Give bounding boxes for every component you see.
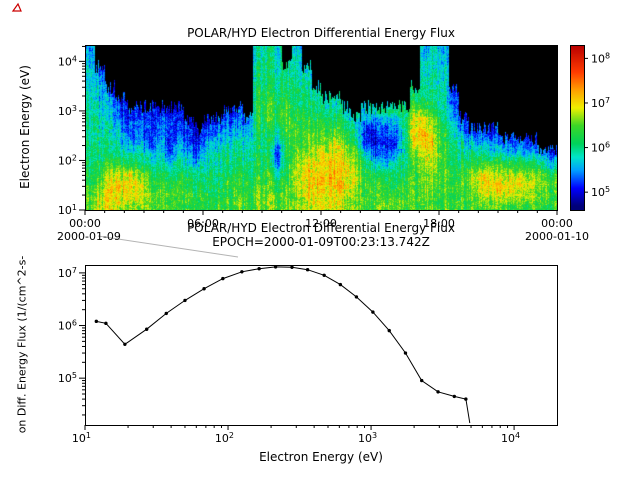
data-point: [464, 397, 468, 401]
data-point: [403, 351, 408, 355]
bottom-chart-title: POLAR/HYD Electron Differential Energy F…: [187, 221, 455, 235]
time-tick-label: 00:00: [541, 217, 573, 230]
top-plot-frame: [85, 45, 558, 211]
data-point: [123, 342, 127, 346]
data-point: [94, 319, 99, 324]
bottom-plot-frame: [85, 265, 558, 426]
time-tick-label: 12:00: [305, 217, 337, 230]
data-point: [420, 378, 424, 383]
data-point: [354, 295, 359, 299]
time-tick-label: 18:00: [423, 217, 455, 230]
colorbar-tick-label: 106: [591, 141, 610, 155]
colorbar-tick-label: 105: [591, 185, 610, 199]
data-point: [452, 394, 457, 399]
data-point: [290, 265, 294, 269]
top-chart-ylabel: Electron Energy (eV): [17, 65, 32, 189]
data-point: [144, 327, 149, 331]
spectrogram-heatmap: [85, 45, 557, 210]
y-tick-label: 102: [58, 153, 77, 167]
data-point: [273, 265, 278, 269]
data-point: [164, 311, 168, 316]
colorbar: [570, 45, 584, 210]
flux-line: [96, 266, 471, 424]
bottom-chart-xlabel: Electron Energy (eV): [259, 450, 383, 464]
data-point: [221, 276, 225, 281]
x-tick-label: 103: [358, 431, 377, 445]
y-tick-label: 104: [58, 54, 77, 68]
red-marker-icon: [11, 2, 22, 12]
data-point: [436, 390, 440, 394]
bottom-chart-subtitle: EPOCH=2000-01-09T00:23:13.742Z: [212, 235, 430, 249]
data-point: [387, 328, 391, 333]
y-tick-label: 103: [58, 104, 77, 118]
y-tick-label: 106: [58, 319, 77, 333]
data-point: [104, 321, 108, 326]
x-tick-label: 102: [215, 431, 234, 445]
y-tick-label: 107: [58, 266, 77, 280]
x-tick-label: 101: [72, 431, 91, 445]
x-axis-date-right: 2000-01-10: [525, 230, 589, 243]
x-tick-label: 104: [501, 431, 520, 445]
data-point: [240, 270, 244, 274]
colorbar-frame: [570, 45, 585, 211]
data-point: [202, 287, 206, 291]
data-point: [183, 298, 187, 303]
time-tick-label: 06:00: [187, 217, 219, 230]
bottom-chart-ylabel: on Diff. Energy Flux (1/(cm^2-s-: [15, 255, 29, 434]
colorbar-tick-label: 107: [591, 96, 610, 110]
x-axis-date-left: 2000-01-09: [57, 230, 121, 243]
y-tick-label: 105: [58, 371, 77, 385]
time-tick-label: 00:00: [69, 217, 101, 230]
top-chart-title: POLAR/HYD Electron Differential Energy F…: [187, 26, 455, 40]
data-point: [305, 268, 310, 272]
epoch-connector-line: [97, 235, 239, 258]
data-point: [322, 273, 326, 278]
colorbar-tick-label: 108: [591, 51, 610, 65]
flux-line-group: [94, 265, 471, 424]
y-tick-label: 101: [58, 203, 77, 217]
data-point: [371, 310, 375, 314]
data-point: [257, 267, 261, 271]
data-point: [338, 282, 343, 287]
